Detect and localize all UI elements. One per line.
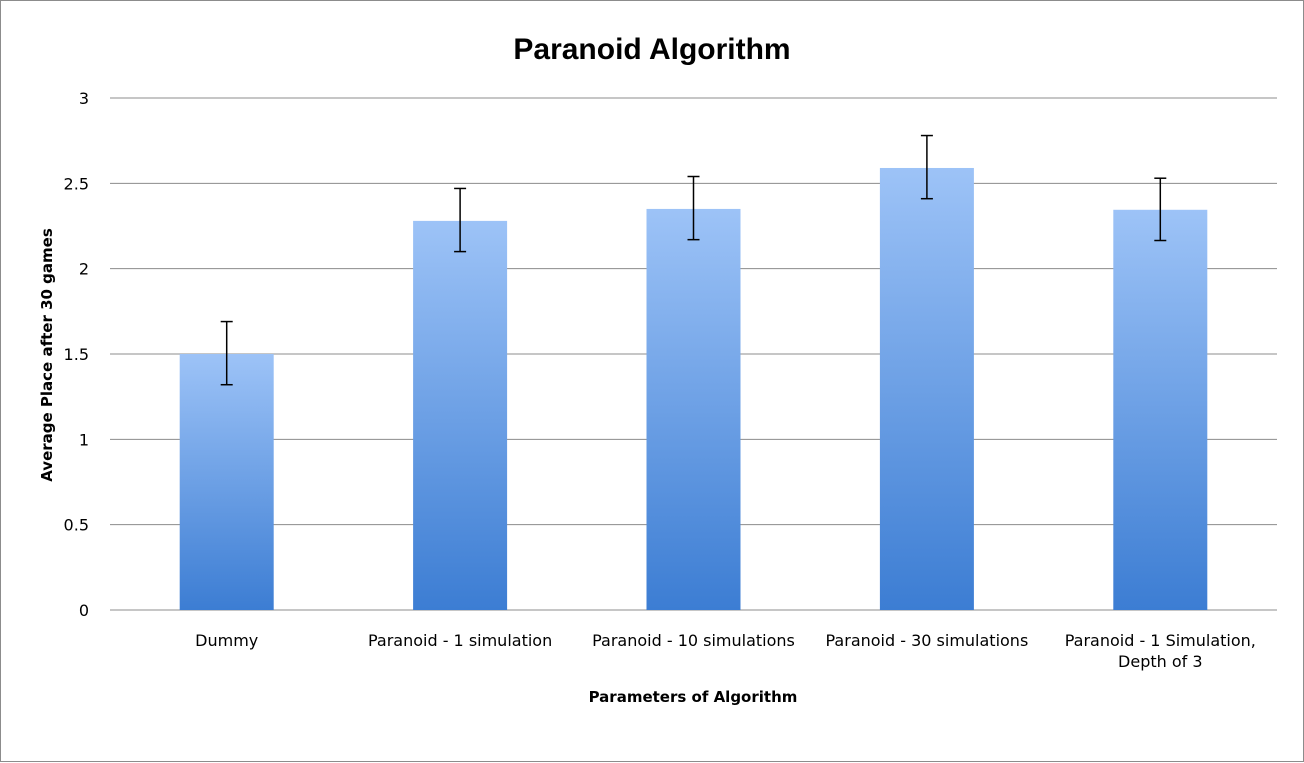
y-tick-label: 1 (79, 430, 89, 449)
error-bar (1154, 177, 1167, 242)
bars (179, 167, 1208, 610)
bar (179, 354, 274, 610)
bar (1113, 209, 1208, 610)
bar (879, 167, 974, 610)
y-tick-labels: 0 0.5 1 1.5 2 2.5 3 (64, 89, 89, 620)
y-tick-label: 0 (79, 601, 89, 620)
x-category-labels: Dummy Paranoid - 1 simulation Paranoid - 1… (195, 631, 1256, 671)
x-category-label: Dummy (195, 631, 258, 650)
y-axis-label: Average Place after 30 games (38, 228, 56, 482)
y-tick-label: 0.5 (64, 516, 89, 535)
error-bar (687, 175, 700, 241)
error-bar (920, 134, 933, 200)
bar (413, 220, 508, 610)
bar (646, 208, 741, 610)
x-axis-label: Parameters of Algorithm (589, 688, 798, 706)
error-bars (220, 134, 1167, 386)
chart-title: Paranoid Algorithm (513, 33, 790, 66)
error-bar (454, 187, 467, 253)
error-bar (220, 320, 233, 386)
y-tick-label: 2.5 (64, 174, 89, 193)
x-category-label: Paranoid - 1 simulation (368, 631, 552, 650)
x-category-label: Paranoid - 1 Simulation, Depth of 3 (1065, 631, 1256, 671)
x-category-label: Paranoid - 30 simulations (826, 631, 1029, 650)
y-tick-label: 2 (79, 260, 89, 279)
x-category-label: Paranoid - 10 simulations (592, 631, 795, 650)
y-tick-label: 3 (79, 89, 89, 108)
y-tick-label: 1.5 (64, 345, 89, 364)
